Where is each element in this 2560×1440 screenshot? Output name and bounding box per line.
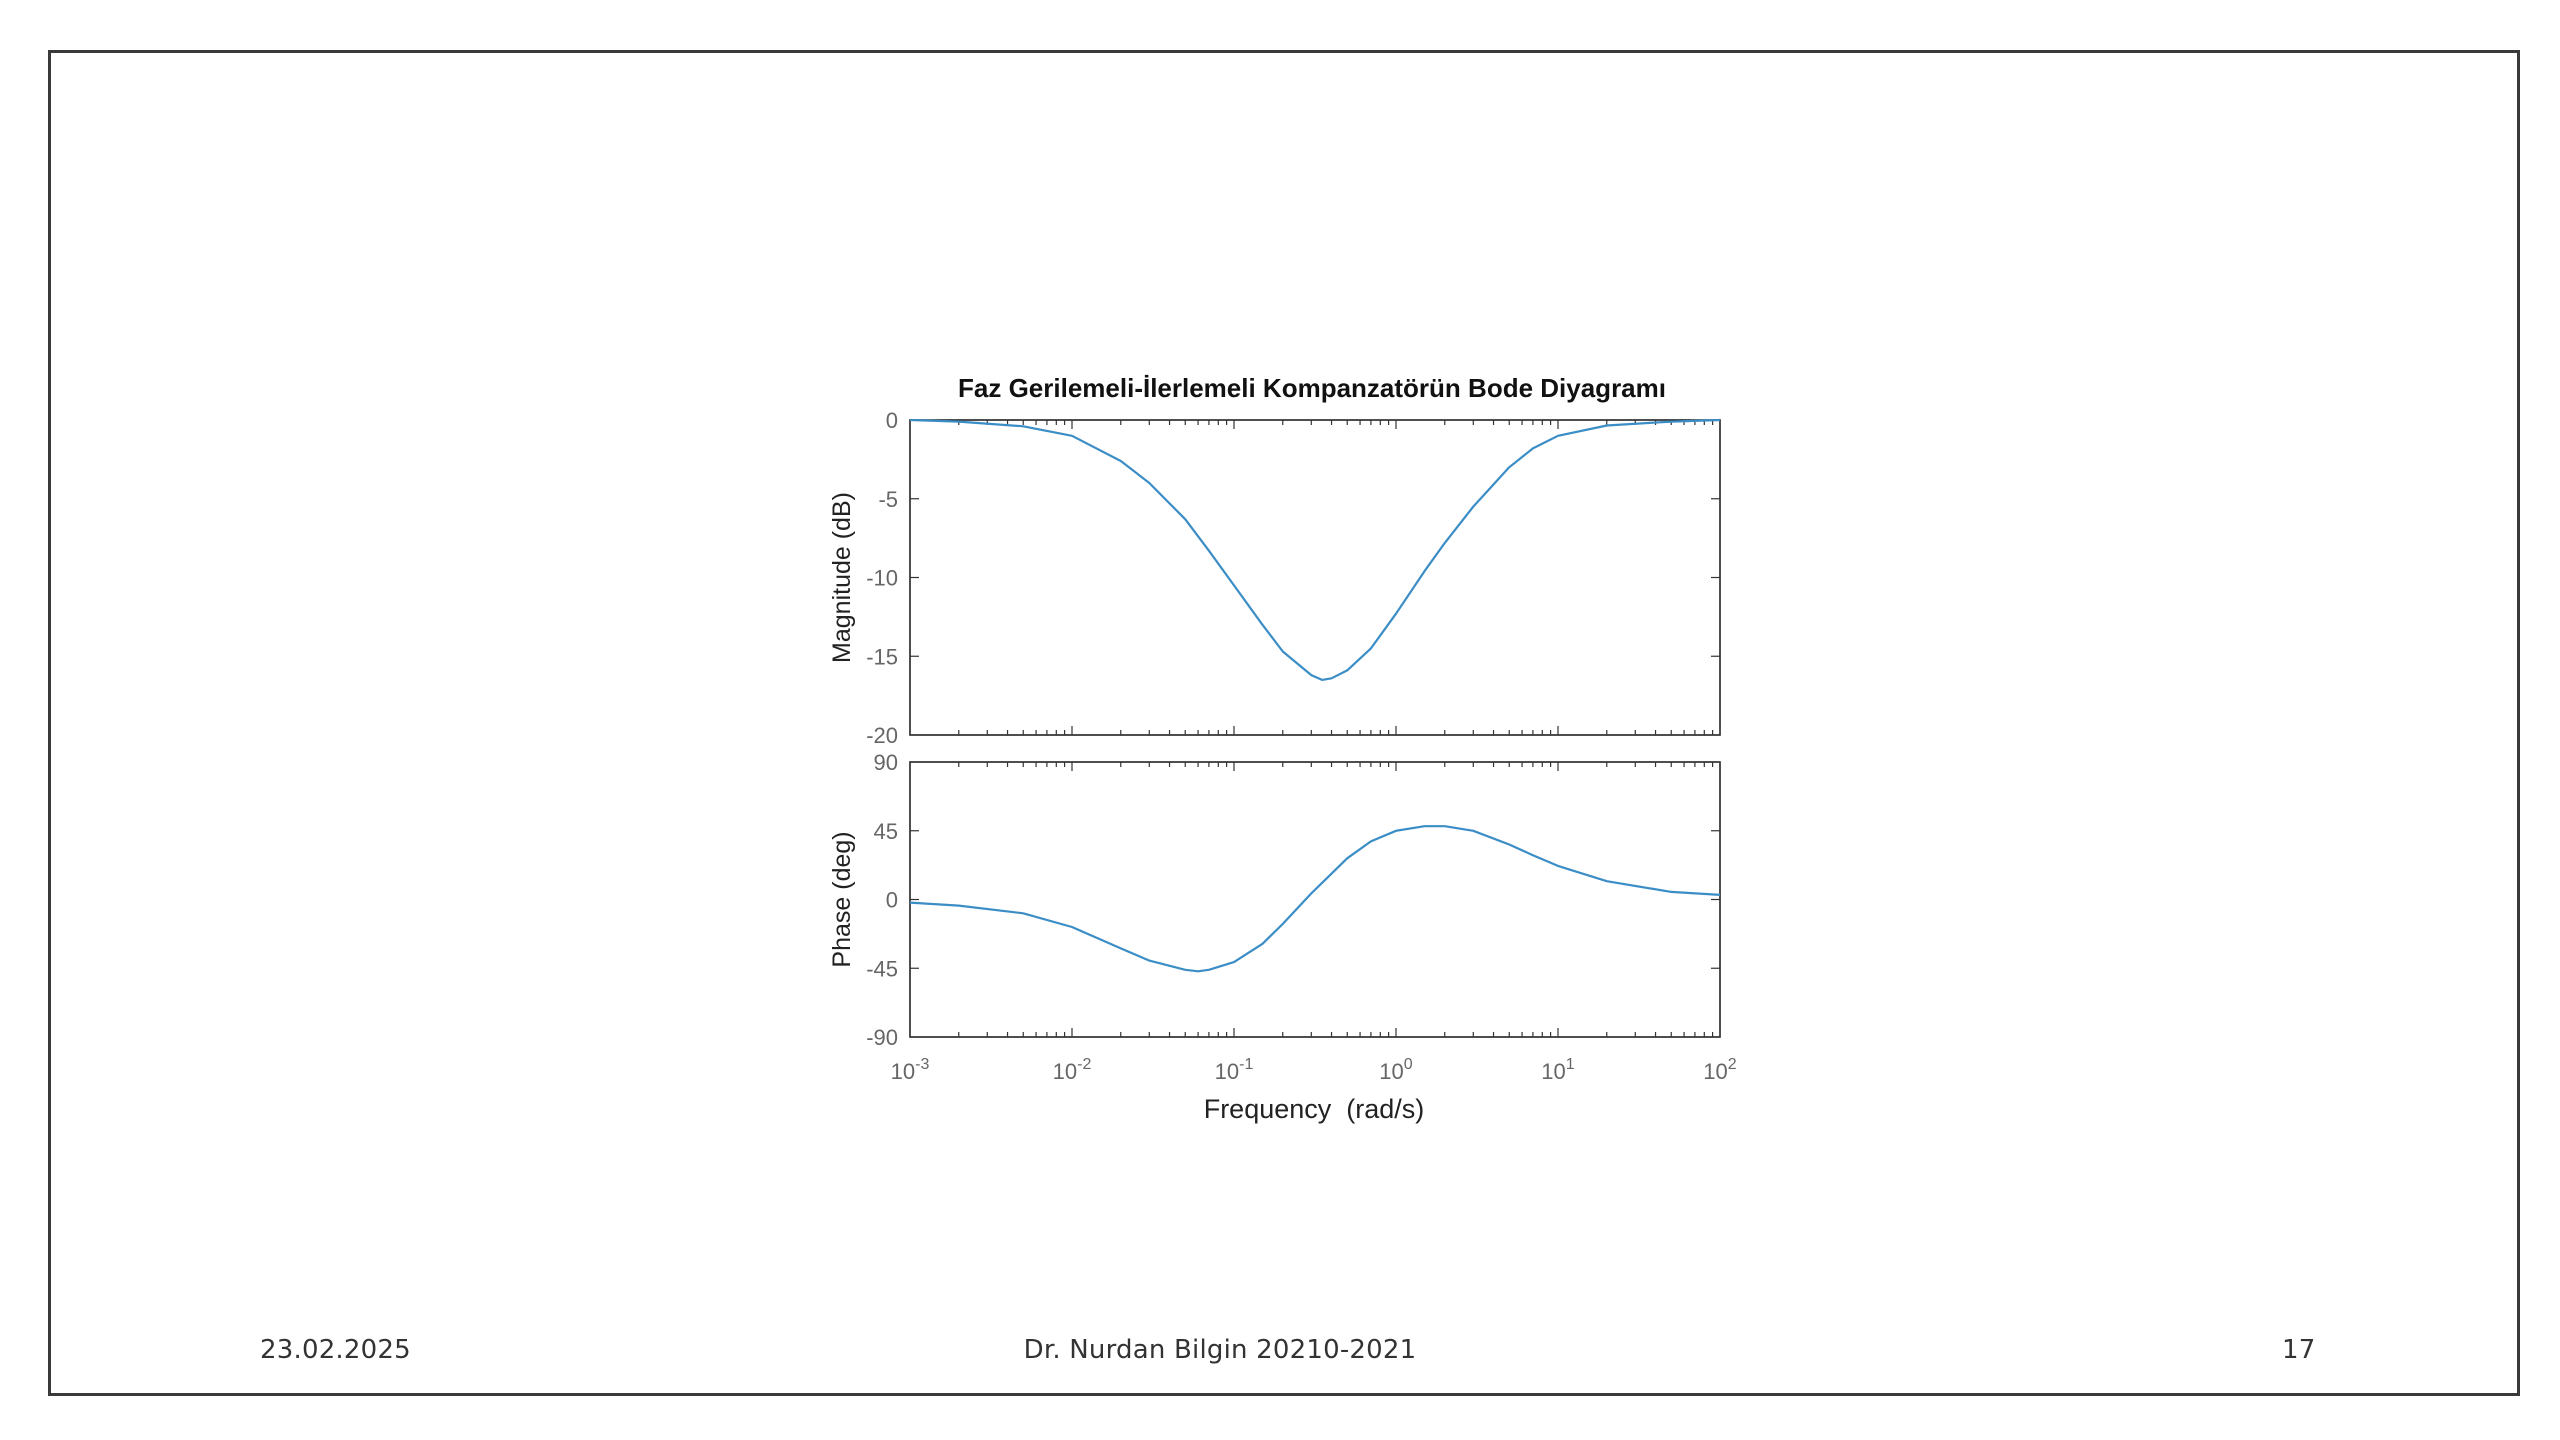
slide-page-number: 17 [2282, 1335, 2316, 1365]
chart-title: Faz Gerilemeli-İlerlemeli Kompanzatörün … [958, 373, 1666, 403]
magnitude-plot-frame [909, 419, 1721, 736]
magnitude-y-tick-label: -5 [878, 487, 898, 512]
phase-y-tick-label: 90 [874, 750, 898, 775]
slide-date: 23.02.2025 [260, 1335, 411, 1365]
phase-y-tick-label: 0 [886, 888, 898, 913]
x-tick-label: 102 [1703, 1056, 1736, 1084]
magnitude-y-tick-label: -15 [866, 644, 898, 669]
phase-series-line [909, 825, 1721, 973]
phase-y-tick-label: -45 [866, 956, 898, 981]
magnitude-y-tick-label: 0 [886, 408, 898, 433]
phase-plot-frame [909, 761, 1721, 1038]
phase-y-tick-label: 45 [874, 819, 898, 844]
x-tick-label: 101 [1541, 1056, 1574, 1084]
x-tick-label: 10-1 [1215, 1056, 1254, 1084]
magnitude-y-tick-label: -20 [866, 723, 898, 748]
slide-author: Dr. Nurdan Bilgin 20210-2021 [1023, 1335, 1417, 1365]
x-tick-label: 100 [1379, 1056, 1412, 1084]
magnitude-y-axis-label: Magnitude (dB) [828, 492, 856, 663]
phase-y-axis-label: Phase (deg) [828, 831, 856, 967]
x-axis-label: Frequency (rad/s) [1204, 1094, 1425, 1124]
magnitude-series-line [909, 418, 1721, 681]
x-tick-label: 10-3 [891, 1056, 930, 1084]
phase-y-tick-label: -90 [866, 1025, 898, 1050]
magnitude-y-tick-label: -10 [866, 566, 898, 591]
x-tick-label: 10-2 [1053, 1056, 1092, 1084]
